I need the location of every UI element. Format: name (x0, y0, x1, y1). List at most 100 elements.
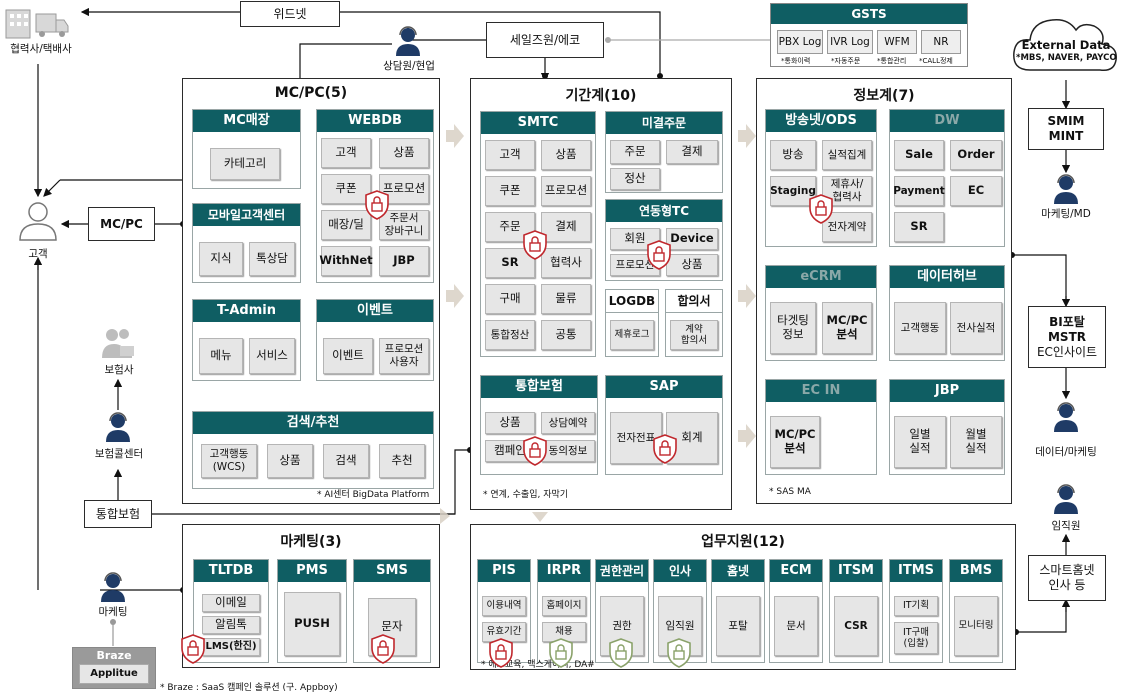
webdb-order-cart: 주문서 장바구니 (379, 210, 429, 240)
smtc-product: 상품 (541, 140, 591, 170)
insurance-consent: 동의정보 (541, 440, 595, 462)
tadmin-title: T-Admin (193, 300, 300, 322)
ecrm-targeting: 타겟팅 정보 (770, 302, 816, 354)
agreement-title: 합의서 (666, 290, 722, 313)
ecrm-mcpc-analysis: MC/PC 분석 (822, 302, 872, 354)
webdb-withnet: WithNet (319, 246, 373, 276)
gsts-pbx-log: PBX Log (777, 30, 823, 54)
search-title: 검색/추천 (193, 412, 433, 434)
core-title: 기간계(10) (565, 88, 637, 104)
info-panel: 정보계(7) 방송넷/ODS 방송 실적집계 Staging 제휴사/ 협력사 … (756, 78, 1012, 504)
datahub-behavior: 고객행동 (894, 302, 946, 354)
mint-label: MINT (1048, 129, 1084, 143)
braze-box: Braze Applitue (72, 647, 156, 689)
event-event: 이벤트 (323, 338, 373, 374)
broadcast-contract: 전자계약 (822, 212, 872, 242)
smtc-title: SMTC (481, 112, 595, 134)
md-person-icon (1052, 174, 1080, 204)
lock-icon (181, 634, 205, 664)
webdb-jbp: JBP (379, 246, 429, 276)
irpr-homepage: 홈페이지 (542, 596, 586, 616)
bms-monitoring: 모니터링 (954, 596, 998, 656)
jbp-title: JBP (890, 380, 1004, 402)
smtc-customer: 고객 (485, 140, 535, 170)
smtc-promotion: 프로모션 (541, 176, 591, 206)
insurance-box: 통합보험 (84, 500, 152, 528)
broadcast-results: 실적집계 (822, 140, 872, 170)
pms-title: PMS (278, 560, 346, 582)
hr-etc-label: 인사 등 (1048, 578, 1086, 592)
insurance-campaign: 캠페인 (485, 440, 535, 462)
search-group: 검색/추천 고객행동 (WCS) 상품 검색 추천 (192, 411, 434, 489)
tadmin-menu: 메뉴 (199, 338, 243, 374)
partner-label: 협력사/택배사 (10, 43, 72, 55)
event-title: 이벤트 (317, 300, 433, 322)
support-bms-group: BMS 모니터링 (949, 559, 1003, 663)
sap-title: SAP (606, 376, 722, 398)
mcpc-box: MC/PC (88, 207, 155, 241)
tadmin-group: T-Admin 메뉴 서비스 (192, 299, 301, 381)
partner-building-icon (4, 6, 70, 40)
support-bms-title: BMS (950, 560, 1002, 582)
gsts-title: GSTS (771, 4, 967, 24)
ecin-group: EC IN MC/PC 분석 (765, 379, 877, 475)
widnet-box: 위드넷 (240, 1, 340, 27)
dw-sale: Sale (894, 140, 944, 170)
support-ecm-title: ECM (770, 560, 822, 582)
mobile-cs-group: 모바일고객센터 지식 톡상담 (192, 203, 301, 283)
webdb-title: WEBDB (317, 110, 433, 132)
lock-icon (365, 190, 389, 220)
unsettled-order: 주문 (610, 140, 660, 164)
lock-icon (809, 194, 833, 224)
ecin-mcpc-analysis: MC/PC 분석 (770, 416, 820, 468)
smtc-group: SMTC 고객 상품 쿠폰 프로모션 주문 결제 SR 협력사 구매 물류 통합… (480, 111, 596, 357)
smtc-partner: 협력사 (541, 248, 591, 278)
tltdb-lms: LMS(한진) (202, 638, 260, 656)
employee-person-icon (1052, 484, 1080, 514)
support-pis-group: PIS 이용내역 유효기간 (477, 559, 531, 663)
dw-group: DW Sale Order Payment EC SR (889, 109, 1005, 247)
search-wcs: 고객행동 (WCS) (201, 444, 257, 478)
smtc-logistics: 물류 (541, 284, 591, 314)
gsts-panel: GSTS PBX Log IVR Log WFM NR *통화이력 *자동주문 … (770, 3, 968, 67)
lock-icon (549, 638, 573, 668)
smart-homenet-box: 스마트홈넷 인사 등 (1028, 555, 1106, 601)
lock-icon (647, 240, 671, 270)
braze-title: Braze (96, 649, 132, 662)
sap-voucher: 전자전표 (610, 412, 662, 464)
smtc-payment: 결제 (541, 212, 591, 242)
event-promo-user: 프로모션 사용자 (379, 338, 429, 374)
external-data-cloud-icon (1010, 8, 1120, 80)
dw-payment: Payment (893, 176, 945, 206)
gsts-wfm-note: *통합관리 (877, 57, 907, 65)
smtc-purchase: 구매 (485, 284, 535, 314)
mobile-cs-title: 모바일고객센터 (193, 204, 300, 226)
itsm-csr: CSR (834, 596, 878, 656)
support-auth-title: 권한관리 (596, 560, 648, 582)
core-panel: 기간계(10) SMTC 고객 상품 쿠폰 프로모션 주문 결제 SR 협력사 … (470, 78, 732, 510)
datahub-results: 전사실적 (950, 302, 1002, 354)
jbp-monthly: 월별 실적 (950, 416, 1002, 468)
itms-purchase: IT구매 (입찰) (894, 622, 938, 654)
smtc-coupon: 쿠폰 (485, 176, 535, 206)
support-ecm-group: ECM 문서 (769, 559, 823, 663)
datahub-title: 데이터허브 (890, 266, 1004, 288)
search-search: 검색 (323, 444, 369, 478)
support-title: 업무지원(12) (701, 534, 785, 550)
linked-promotion: 프로모션 (610, 254, 660, 276)
support-hr-title: 인사 (654, 560, 706, 582)
info-title: 정보계(7) (853, 88, 915, 104)
support-irpr-title: IRPR (538, 560, 590, 582)
tltdb-email: 이메일 (202, 594, 260, 612)
ecin-title: EC IN (766, 380, 876, 402)
broadcast-staging: Staging (770, 176, 816, 206)
callcenter-person-icon (104, 412, 132, 442)
md-label: 마케팅/MD (1041, 208, 1091, 220)
support-note: * 에코교육, 맥스게이지, DA# (481, 660, 595, 670)
support-itsm-title: ITSM (830, 560, 882, 582)
unsettled-group: 미결주문 주문 결제 정산 (605, 111, 723, 193)
webdb-product: 상품 (379, 138, 429, 168)
unsettled-title: 미결주문 (606, 112, 722, 134)
linked-product: 상품 (666, 254, 718, 276)
webdb-coupon: 쿠폰 (321, 174, 371, 204)
